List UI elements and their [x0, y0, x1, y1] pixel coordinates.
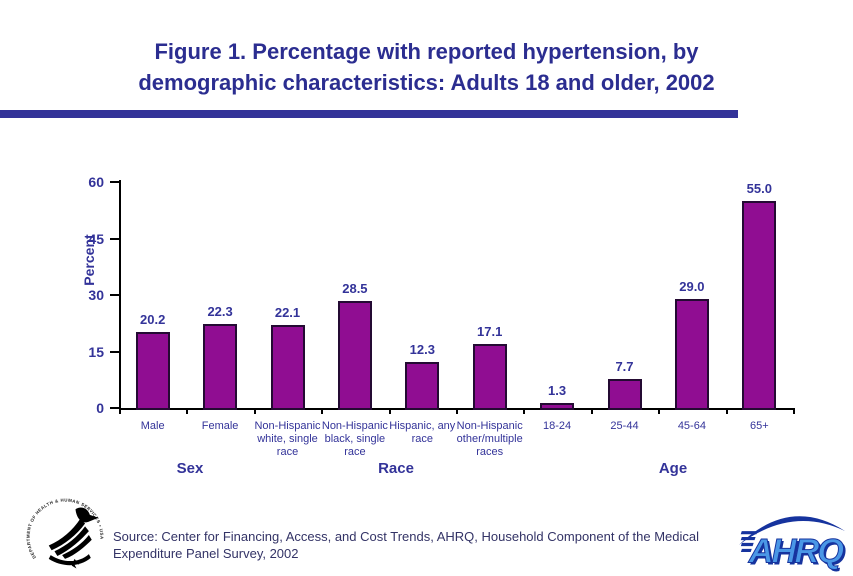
hhs-eagle-logo: DEPARTMENT OF HEALTH & HUMAN SERVICES • … — [26, 498, 104, 569]
x-tick — [725, 408, 728, 414]
bar-value-label: 1.3 — [548, 383, 567, 399]
page-title-line1: Figure 1. Percentage with reported hyper… — [154, 39, 699, 64]
bar-value-label: 55.0 — [746, 180, 772, 196]
x-group-label: Sex — [176, 460, 204, 477]
x-tick — [658, 408, 661, 414]
bar — [135, 331, 170, 410]
x-category-label: 45-64 — [677, 420, 706, 432]
hhs-eagle-mark — [48, 507, 99, 569]
x-tick — [253, 408, 256, 414]
bar — [742, 200, 777, 410]
y-axis-line — [119, 180, 121, 410]
x-category-label: 65+ — [749, 420, 769, 432]
x-tick — [119, 408, 121, 414]
bar-value-label: 17.1 — [477, 323, 503, 339]
title-divider-bar — [0, 110, 738, 118]
ahrq-logo-text: AHRQ — [748, 533, 845, 571]
page-title: Figure 1. Percentage with reported hyper… — [0, 36, 853, 98]
ahrq-speed-lines — [740, 531, 758, 552]
x-tick — [321, 408, 324, 414]
y-tick-label: 45 — [88, 230, 104, 247]
ahrq-swoosh — [738, 516, 846, 545]
bar-value-label: 22.1 — [274, 304, 301, 320]
x-category-label: 18-24 — [543, 420, 572, 432]
x-tick — [456, 408, 458, 414]
x-tick — [388, 408, 391, 414]
bar-value-label: 20.2 — [140, 311, 166, 327]
bar-value-label: 29.0 — [679, 278, 705, 294]
ahrq-logo: AHRQ AHRQ — [738, 516, 848, 573]
bar — [607, 378, 642, 410]
bar-value-label: 22.3 — [207, 304, 233, 319]
bar — [203, 324, 238, 410]
source-note: Source: Center for Financing, Access, an… — [113, 528, 733, 562]
y-tick — [110, 237, 119, 240]
source-line1: Source: Center for Financing, Access, an… — [113, 529, 700, 544]
x-tick — [186, 408, 189, 414]
x-category-label: Non-Hispanic other/multiple races — [456, 420, 523, 458]
x-category-label: Hispanic, any race — [389, 420, 456, 445]
x-category-label: Female — [201, 420, 239, 432]
bar — [674, 298, 709, 410]
bar-value-label: 28.5 — [342, 280, 368, 296]
y-tick — [110, 350, 119, 353]
y-tick-label: 60 — [88, 174, 104, 190]
x-category-label: Male — [140, 420, 165, 432]
x-group-label: Age — [658, 460, 688, 477]
y-tick — [110, 181, 119, 183]
ahrq-logo-text-shadow: AHRQ — [750, 535, 847, 573]
x-category-label: Non-Hispanic black, single race — [321, 420, 388, 458]
bar — [540, 403, 575, 410]
bar — [405, 361, 440, 410]
x-tick — [590, 408, 593, 414]
bar — [472, 343, 507, 410]
x-category-label: 25-44 — [610, 420, 639, 432]
source-line2: Expenditure Panel Survey, 2002 — [113, 546, 299, 561]
bar-value-label: 12.3 — [409, 341, 435, 357]
y-tick — [110, 294, 119, 296]
x-group-label: Race — [378, 460, 414, 477]
bar — [270, 324, 305, 410]
y-tick-label: 30 — [88, 287, 104, 303]
page-title-line2: demographic characteristics: Adults 18 a… — [138, 70, 715, 95]
x-tick — [793, 408, 795, 414]
y-tick-label: 15 — [88, 343, 104, 360]
y-tick-label: 0 — [96, 400, 104, 416]
x-category-label: Non-Hispanic white, single race — [254, 420, 321, 458]
bar-value-label: 7.7 — [615, 358, 634, 374]
x-tick — [523, 408, 526, 414]
y-tick — [110, 407, 119, 409]
bar — [337, 300, 372, 410]
